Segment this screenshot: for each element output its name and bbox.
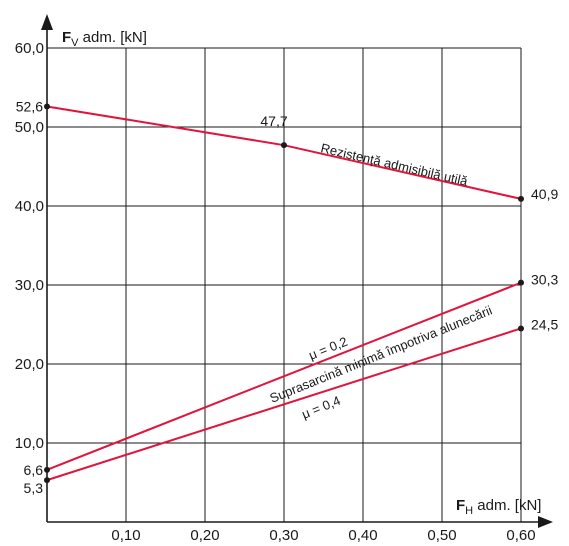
x-tick-label: 0,40 <box>348 527 377 544</box>
x-tick-label: 0,60 <box>506 527 535 544</box>
x-tick-label: 0,20 <box>190 527 219 544</box>
y-tick-label: 30,0 <box>15 277 44 294</box>
data-label: 30,3 <box>531 272 558 288</box>
data-point <box>44 103 50 110</box>
x-axis-title: FH adm. [kN] <box>456 497 541 517</box>
x-axis-arrow <box>538 516 553 528</box>
data-label: 24,5 <box>531 316 558 332</box>
annotation-sliding: Suprasarcină minimă împotriva alunecării <box>268 303 495 406</box>
data-point <box>281 142 287 149</box>
y-tick-label: 10,0 <box>15 435 44 452</box>
data-point <box>518 325 524 332</box>
axes <box>41 14 553 528</box>
data-label: 40,9 <box>531 186 558 202</box>
series-line <box>46 327 522 482</box>
data-point <box>44 466 50 473</box>
data-point <box>518 279 524 286</box>
y-axis-arrow <box>41 14 53 30</box>
y-tick-label: 60,0 <box>15 40 44 57</box>
y-tick-label: 40,0 <box>15 198 44 215</box>
series-line <box>46 281 522 471</box>
data-labels: 52,6 47,7 40,9 6,6 30,3 5,3 24,5 <box>16 98 559 496</box>
data-point <box>44 477 50 484</box>
y-axis-title: FV adm. [kN] <box>62 29 147 49</box>
data-points <box>44 103 524 484</box>
x-tick-label: 0,30 <box>269 527 298 544</box>
data-label: 47,7 <box>260 113 287 129</box>
data-label: 52,6 <box>16 98 43 114</box>
data-label: 6,6 <box>24 462 44 478</box>
y-tick-label: 50,0 <box>15 119 44 136</box>
tick-labels: 0,10 0,20 0,30 0,40 0,50 0,60 10,0 20,0 30,0 40,0… <box>15 40 536 544</box>
series-label-resistance: Rezistență admisibilă utilă <box>319 140 470 189</box>
x-tick-label: 0,50 <box>427 527 456 544</box>
y-tick-label: 20,0 <box>15 356 44 373</box>
x-tick-label: 0,10 <box>111 527 140 544</box>
data-label: 5,3 <box>24 480 44 496</box>
data-point <box>518 195 524 202</box>
